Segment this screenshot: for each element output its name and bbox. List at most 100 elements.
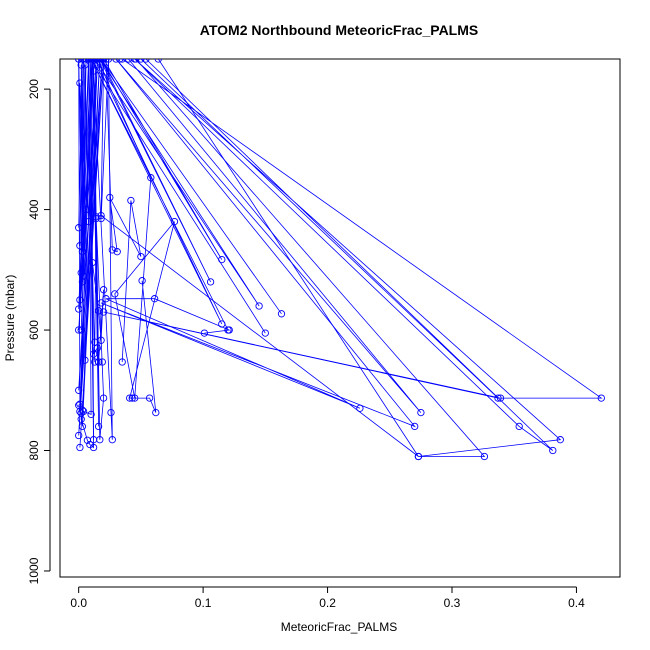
y-tick-label: 600: [27, 320, 41, 340]
data-point: [132, 59, 140, 63]
data-point: [225, 326, 233, 334]
data-point: [102, 295, 110, 303]
data-point: [96, 59, 104, 63]
data-point: [75, 401, 83, 409]
series-group: [75, 59, 605, 461]
data-point: [99, 286, 108, 294]
data-point: [411, 422, 419, 431]
x-axis: 0.0 0.1 0.2 0.3 0.4: [70, 586, 585, 610]
series-line: [90, 59, 282, 334]
data-point: [87, 410, 95, 419]
y-tick-label: 400: [27, 199, 41, 219]
data-point: [515, 422, 523, 431]
data-point: [138, 277, 146, 285]
y-axis: 200 400 600 800 1000: [27, 79, 51, 584]
data-point: [142, 59, 150, 63]
data-point: [77, 326, 85, 334]
data-point: [107, 408, 115, 417]
data-point: [597, 394, 605, 402]
data-point: [89, 350, 98, 358]
data-point: [108, 246, 116, 254]
series-line: [100, 59, 422, 428]
data-point: [99, 394, 108, 402]
data-point: [75, 326, 83, 334]
x-axis-label: MeteoricFrac_PALMS: [281, 620, 397, 634]
data-point: [118, 358, 126, 366]
data-point: [75, 305, 83, 313]
data-point: [137, 252, 145, 261]
data-point: [118, 59, 126, 63]
data-point: [206, 278, 215, 286]
data-point: [79, 407, 88, 416]
data-point: [126, 394, 134, 402]
data-point: [77, 269, 85, 277]
data-point: [124, 59, 133, 63]
series-line: [100, 59, 419, 457]
data-point: [92, 213, 100, 221]
data-point: [137, 59, 145, 63]
data-point: [79, 59, 88, 63]
data-point: [75, 59, 83, 63]
data-point: [414, 452, 423, 461]
x-tick-label: 0.0: [70, 596, 87, 610]
data-point: [277, 310, 286, 318]
chart-title: ATOM2 Northbound MeteoricFrac_PALMS: [200, 22, 478, 38]
data-point: [89, 443, 98, 452]
data-point: [494, 394, 502, 402]
series-line: [103, 59, 603, 457]
y-tick-label: 200: [27, 79, 41, 99]
data-point: [94, 422, 103, 431]
data-point: [75, 431, 83, 440]
data-point: [112, 59, 120, 63]
data-point: [99, 308, 108, 316]
data-point: [150, 295, 159, 303]
data-point: [131, 394, 139, 402]
data-point: [99, 59, 108, 63]
data-point: [152, 408, 160, 417]
data-point: [417, 408, 425, 417]
data-point: [127, 196, 135, 205]
data-point: [154, 59, 162, 63]
data-point: [76, 242, 84, 250]
data-point: [116, 59, 124, 63]
x-tick-label: 0.3: [444, 596, 461, 610]
data-point: [556, 436, 564, 444]
data-point: [113, 248, 121, 256]
y-tick-label: 1000: [27, 557, 41, 584]
data-point: [128, 394, 136, 402]
data-point: [218, 255, 226, 264]
data-point: [97, 299, 105, 307]
data-point: [94, 307, 103, 315]
data-point: [549, 446, 557, 455]
data-point: [87, 59, 95, 63]
data-point: [97, 211, 105, 220]
data-point: [111, 290, 119, 298]
data-point: [108, 436, 116, 444]
x-tick-label: 0.2: [319, 596, 336, 610]
data-point: [356, 404, 364, 412]
x-tick-label: 0.4: [568, 596, 585, 610]
data-point: [91, 59, 99, 63]
plot-frame: [59, 58, 621, 578]
data-point: [77, 409, 85, 417]
data-point: [96, 436, 104, 444]
data-point: [75, 224, 83, 232]
y-axis-label: Pressure (mbar): [3, 275, 17, 362]
data-point: [496, 394, 505, 402]
data-point: [102, 59, 110, 63]
series-line: [78, 59, 95, 449]
data-point: [255, 302, 263, 310]
data-point: [82, 59, 90, 63]
data-point: [76, 400, 84, 408]
data-point: [76, 443, 84, 452]
series-line: [96, 59, 175, 413]
series-line: [89, 59, 113, 440]
data-point: [480, 452, 489, 461]
y-tick-label: 800: [27, 440, 41, 460]
x-tick-label: 0.1: [195, 596, 212, 610]
data-point: [261, 329, 269, 337]
data-point: [145, 394, 154, 402]
plot-area: [75, 59, 605, 461]
data-point: [104, 59, 113, 63]
